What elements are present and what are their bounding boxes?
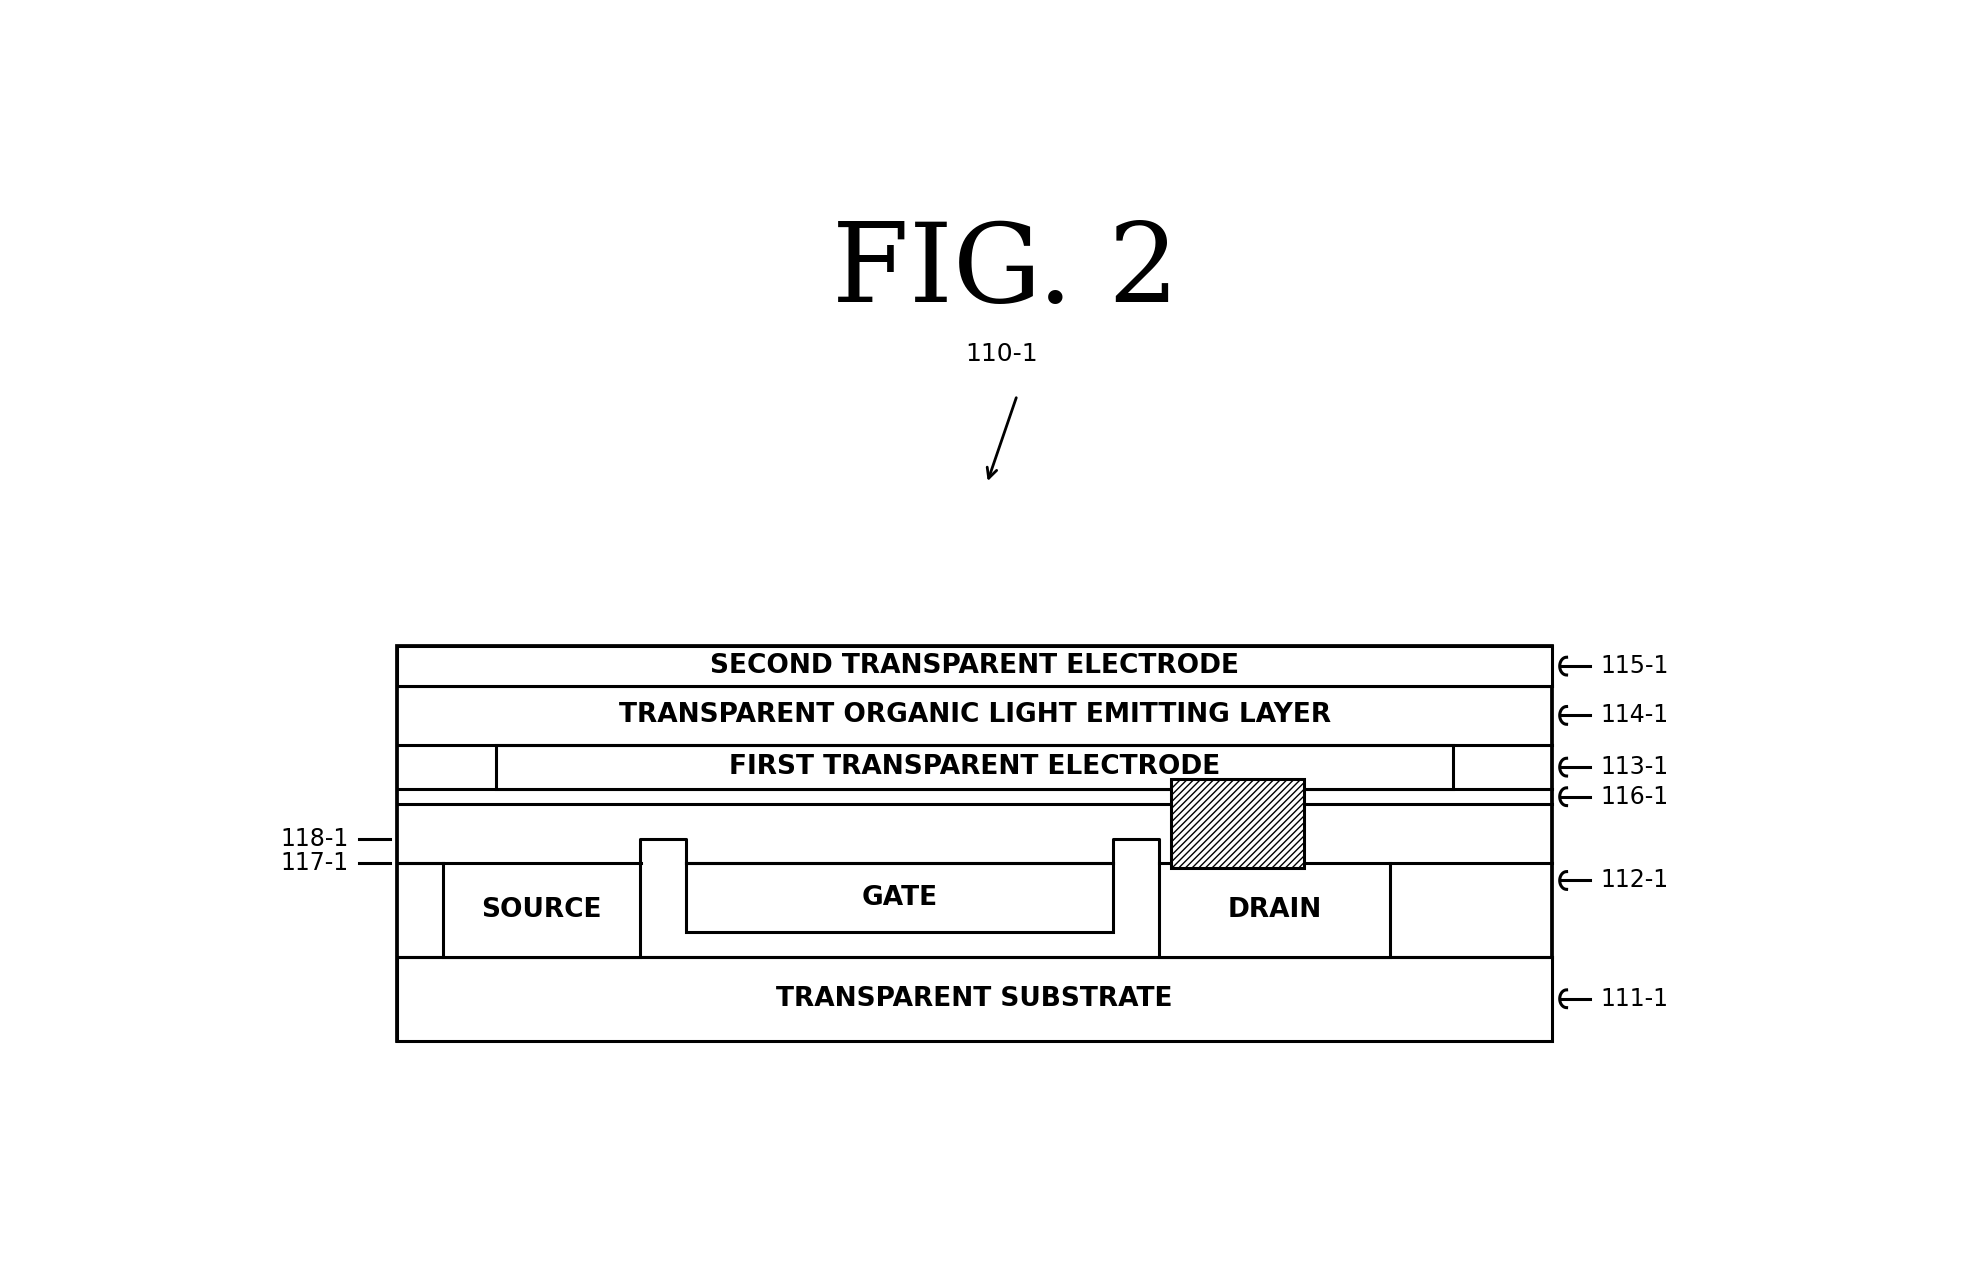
Bar xyxy=(443,863,639,957)
Text: 110-1: 110-1 xyxy=(965,342,1037,366)
Text: SECOND TRANSPARENT ELECTRODE: SECOND TRANSPARENT ELECTRODE xyxy=(710,653,1239,680)
Text: FIG. 2: FIG. 2 xyxy=(831,219,1179,325)
Text: 111-1: 111-1 xyxy=(1600,987,1669,1011)
Bar xyxy=(1171,780,1304,868)
Text: 117-1: 117-1 xyxy=(280,851,349,876)
Text: TRANSPARENT ORGANIC LIGHT EMITTING LAYER: TRANSPARENT ORGANIC LIGHT EMITTING LAYER xyxy=(618,703,1332,728)
Text: 118-1: 118-1 xyxy=(280,827,349,851)
Bar xyxy=(396,646,1553,686)
Bar xyxy=(686,863,1114,932)
Text: 114-1: 114-1 xyxy=(1600,704,1669,727)
Text: TRANSPARENT SUBSTRATE: TRANSPARENT SUBSTRATE xyxy=(777,986,1173,1011)
Bar xyxy=(1159,863,1390,957)
Bar xyxy=(396,646,1553,1041)
Text: GATE: GATE xyxy=(861,884,937,911)
Text: 116-1: 116-1 xyxy=(1600,785,1669,809)
Text: FIRST TRANSPARENT ELECTRODE: FIRST TRANSPARENT ELECTRODE xyxy=(729,754,1220,780)
Text: 115-1: 115-1 xyxy=(1600,654,1669,678)
Text: DRAIN: DRAIN xyxy=(1228,897,1322,923)
Text: 112-1: 112-1 xyxy=(1600,868,1669,892)
Text: SOURCE: SOURCE xyxy=(480,897,602,923)
Text: 113-1: 113-1 xyxy=(1600,755,1669,780)
Bar xyxy=(396,957,1553,1041)
Bar xyxy=(496,745,1453,790)
